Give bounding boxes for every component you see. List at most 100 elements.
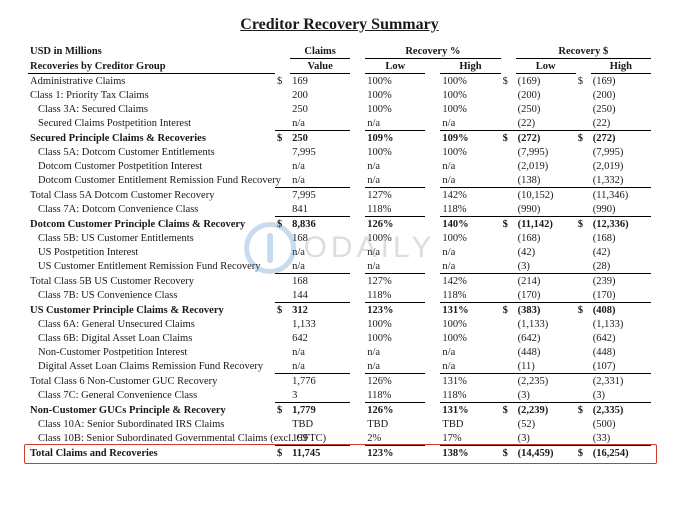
- high-pct: 100%: [440, 317, 500, 331]
- low-pct: n/a: [365, 116, 425, 131]
- spacer: [425, 188, 440, 203]
- spacer: [425, 288, 440, 303]
- row-label: Class 6B: Digital Asset Loan Claims: [28, 331, 275, 345]
- spacer: [350, 145, 365, 159]
- table-row: Dotcom Customer Postpetition Interestn/a…: [28, 159, 651, 173]
- dollar-sign: [576, 331, 591, 345]
- hdr-recovery-pct: Recovery %: [365, 44, 500, 59]
- dollar-sign: [501, 274, 516, 289]
- dollar-sign: [275, 374, 290, 389]
- high-pct: 17%: [440, 431, 500, 446]
- spacer: [425, 88, 440, 102]
- row-label: Class 6A: General Unsecured Claims: [28, 317, 275, 331]
- high-usd: (3): [591, 388, 651, 403]
- dollar-sign: [501, 245, 516, 259]
- high-pct: 138%: [440, 446, 500, 461]
- row-label: Secured Principle Claims & Recoveries: [28, 131, 275, 146]
- row-label: Class 1: Priority Tax Claims: [28, 88, 275, 102]
- spacer: [425, 202, 440, 217]
- table-row: Class 7A: Dotcom Convenience Class841118…: [28, 202, 651, 217]
- low-usd: (52): [516, 417, 576, 431]
- spacer: [425, 446, 440, 461]
- spacer: [425, 131, 440, 146]
- claims-value: 1,776: [290, 374, 350, 389]
- table-row: Administrative Claims$169100%100%$(169)$…: [28, 74, 651, 89]
- low-usd: (7,995): [516, 145, 576, 159]
- table-row: Class 3A: Secured Claims250100%100%(250)…: [28, 102, 651, 116]
- claims-value: 312: [290, 303, 350, 318]
- low-usd: (3): [516, 431, 576, 446]
- table-row: Total Claims and Recoveries$11,745123%13…: [28, 446, 651, 461]
- dollar-sign: [275, 245, 290, 259]
- row-label: Secured Claims Postpetition Interest: [28, 116, 275, 131]
- dollar-sign: [275, 88, 290, 102]
- dollar-sign: [501, 231, 516, 245]
- dollar-sign: $: [275, 217, 290, 232]
- table-row: Total Class 5A Dotcom Customer Recovery7…: [28, 188, 651, 203]
- spacer: [350, 288, 365, 303]
- dollar-sign: $: [501, 74, 516, 89]
- high-pct: 109%: [440, 131, 500, 146]
- spacer: [425, 159, 440, 173]
- low-pct: 127%: [365, 274, 425, 289]
- dollar-sign: $: [501, 217, 516, 232]
- low-usd: (214): [516, 274, 576, 289]
- low-usd: (168): [516, 231, 576, 245]
- table-row: Class 10B: Senior Subordinated Governmen…: [28, 431, 651, 446]
- unit-label: USD in Millions: [28, 44, 275, 59]
- row-label: Class 5A: Dotcom Customer Entitlements: [28, 145, 275, 159]
- spacer: [350, 403, 365, 418]
- spacer: [425, 245, 440, 259]
- table-row: US Customer Entitlement Remission Fund R…: [28, 259, 651, 274]
- low-pct: 100%: [365, 331, 425, 345]
- spacer: [350, 274, 365, 289]
- high-pct: n/a: [440, 359, 500, 374]
- dollar-sign: [275, 317, 290, 331]
- dollar-sign: [275, 116, 290, 131]
- table-row: Total Class 5B US Customer Recovery16812…: [28, 274, 651, 289]
- high-usd: (42): [591, 245, 651, 259]
- dollar-sign: [275, 188, 290, 203]
- row-label: Class 7C: General Convenience Class: [28, 388, 275, 403]
- high-pct: n/a: [440, 159, 500, 173]
- row-label: Administrative Claims: [28, 74, 275, 89]
- spacer: [350, 131, 365, 146]
- dollar-sign: [576, 431, 591, 446]
- claims-value: n/a: [290, 245, 350, 259]
- table-row: Class 1: Priority Tax Claims200100%100%(…: [28, 88, 651, 102]
- high-pct: 142%: [440, 274, 500, 289]
- high-pct: 100%: [440, 102, 500, 116]
- high-usd: (500): [591, 417, 651, 431]
- claims-value: TBD: [290, 417, 350, 431]
- dollar-sign: [576, 245, 591, 259]
- dollar-sign: [501, 431, 516, 446]
- spacer: [425, 388, 440, 403]
- row-label: US Customer Entitlement Remission Fund R…: [28, 259, 275, 274]
- high-pct: n/a: [440, 259, 500, 274]
- table-row: Digital Asset Loan Claims Remission Fund…: [28, 359, 651, 374]
- low-pct: 118%: [365, 288, 425, 303]
- spacer: [425, 374, 440, 389]
- spacer: [350, 88, 365, 102]
- high-usd: (2,019): [591, 159, 651, 173]
- high-usd: (200): [591, 88, 651, 102]
- dollar-sign: [501, 202, 516, 217]
- dollar-sign: $: [501, 446, 516, 461]
- claims-value: 1,133: [290, 317, 350, 331]
- low-pct: 100%: [365, 102, 425, 116]
- low-pct: 126%: [365, 217, 425, 232]
- high-usd: (408): [591, 303, 651, 318]
- low-usd: (448): [516, 345, 576, 359]
- low-usd: (42): [516, 245, 576, 259]
- spacer: [425, 116, 440, 131]
- high-usd: (12,336): [591, 217, 651, 232]
- row-label: Total Claims and Recoveries: [28, 446, 275, 461]
- high-pct: n/a: [440, 245, 500, 259]
- claims-value: 8,836: [290, 217, 350, 232]
- low-usd: (22): [516, 116, 576, 131]
- table-row: Dotcom Customer Entitlement Remission Fu…: [28, 173, 651, 188]
- low-usd: (11): [516, 359, 576, 374]
- dollar-sign: [275, 102, 290, 116]
- spacer: [350, 188, 365, 203]
- spacer: [350, 259, 365, 274]
